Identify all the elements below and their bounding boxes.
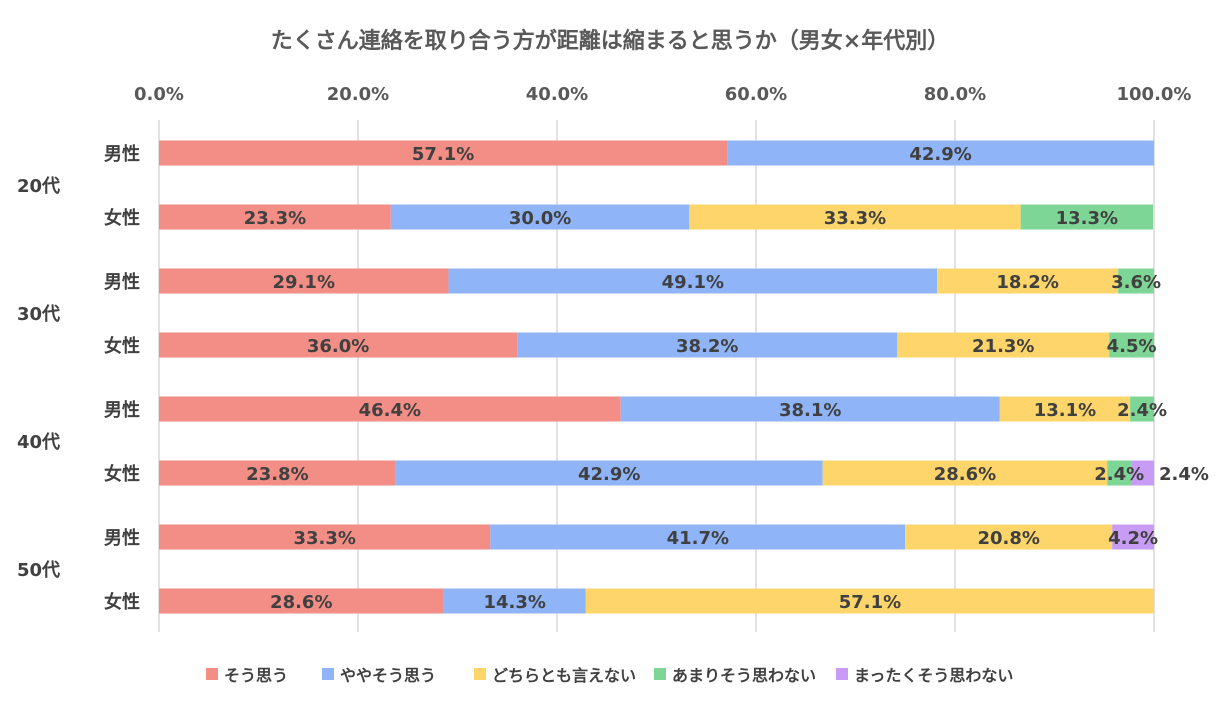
data-label: 2.4% [1117,400,1167,421]
data-label: 46.4% [359,400,421,421]
bar-segment [390,204,690,230]
data-label: 42.9% [578,464,640,485]
bar-segment [897,332,1110,358]
bar-segment [585,588,1154,614]
bar-segment [727,140,1154,166]
category-label: 男性 [104,271,140,293]
bar-segment [159,460,396,486]
legend: そう思う ややそう思う どちらとも言えない あまりそう思わない まったくそう思わない [206,666,1013,685]
data-label: 13.1% [1034,400,1096,421]
category-label: 女性 [104,207,140,229]
legend-label: まったくそう思わない [854,666,1013,685]
data-label: 38.1% [779,400,841,421]
data-label: 20.8% [978,528,1040,549]
legend-swatch [836,668,848,680]
data-label: 13.3% [1056,208,1118,229]
bar-segment [1109,332,1154,358]
category-label: 男性 [104,527,140,549]
data-label: 14.3% [483,592,545,613]
legend-swatch [206,668,218,680]
bar-segment [1112,524,1154,550]
data-label: 38.2% [676,336,738,357]
data-label: 2.4% [1159,464,1209,485]
bar-segment [448,268,938,294]
data-label: 57.1% [839,592,901,613]
bar-segment [490,524,906,550]
bar-segment [1020,204,1154,230]
bar-segment [822,460,1108,486]
bar-segment [395,460,823,486]
group-label: 40代 [17,432,60,453]
data-label: 4.5% [1107,336,1157,357]
legend-swatch [654,668,666,680]
bar-segment [159,524,491,550]
group-label: 50代 [17,560,60,581]
bar-segment [689,204,1021,230]
bar-segment [1131,460,1154,486]
bar-segment [999,396,1131,422]
legend-label: ややそう思う [340,666,436,685]
legend-label: あまりそう思わない [672,666,816,685]
x-tick-label: 40.0% [526,84,588,105]
data-label: 23.3% [244,208,306,229]
bar-segment [1130,396,1154,422]
bar-segment [159,396,621,422]
data-label: 2.4% [1094,464,1144,485]
bar-segment [1118,268,1154,294]
data-labels: 57.1% 42.9% 23.3% 30.0% 33.3% 13.3% 29.1% 49.1%… [244,144,1209,613]
bar-segment [517,332,898,358]
group-label: 30代 [17,304,60,325]
bar-segment [159,140,728,166]
data-label: 29.1% [273,272,335,293]
x-tick-label: 20.0% [327,84,389,105]
bar-segment [159,204,391,230]
data-label: 36.0% [307,336,369,357]
data-label: 30.0% [509,208,571,229]
category-label: 男性 [104,399,140,421]
category-label: 女性 [104,591,140,613]
data-label: 21.3% [972,336,1034,357]
group-label: 20代 [17,176,60,197]
legend-label: どちらとも言えない [492,666,636,685]
data-label: 33.3% [824,208,886,229]
data-label: 33.3% [293,528,355,549]
x-tick-label: 80.0% [924,84,986,105]
data-label: 28.6% [934,464,996,485]
bar-segment [620,396,1000,422]
data-label: 49.1% [662,272,724,293]
x-tick-label: 60.0% [725,84,787,105]
data-label: 41.7% [667,528,729,549]
data-label: 4.2% [1108,528,1158,549]
bar-segment [443,588,586,614]
chart-title: たくさん連絡を取り合う方が距離は縮まると思うか（男女×年代別） [271,28,949,54]
legend-label: そう思う [224,666,288,685]
legend-swatch [322,668,334,680]
x-tick-label: 100.0% [1117,84,1192,105]
bars [159,140,1154,614]
data-label: 28.6% [270,592,332,613]
bar-segment [905,524,1113,550]
data-label: 18.2% [996,272,1058,293]
data-label: 42.9% [909,144,971,165]
category-label: 女性 [104,463,140,485]
bar-segment [159,268,449,294]
data-label: 3.6% [1111,272,1161,293]
category-label: 男性 [104,143,140,165]
bar-segment [159,588,444,614]
grid [158,120,1155,632]
x-tick-label: 0.0% [134,84,184,105]
bar-segment [159,332,518,358]
x-tick-labels: 0.0% 20.0% 40.0% 60.0% 80.0% 100.0% [134,84,1191,105]
data-label: 57.1% [412,144,474,165]
bar-segment [937,268,1119,294]
category-label: 女性 [104,335,140,357]
bar-segment [1107,460,1132,486]
data-label: 23.8% [246,464,308,485]
legend-swatch [474,668,486,680]
